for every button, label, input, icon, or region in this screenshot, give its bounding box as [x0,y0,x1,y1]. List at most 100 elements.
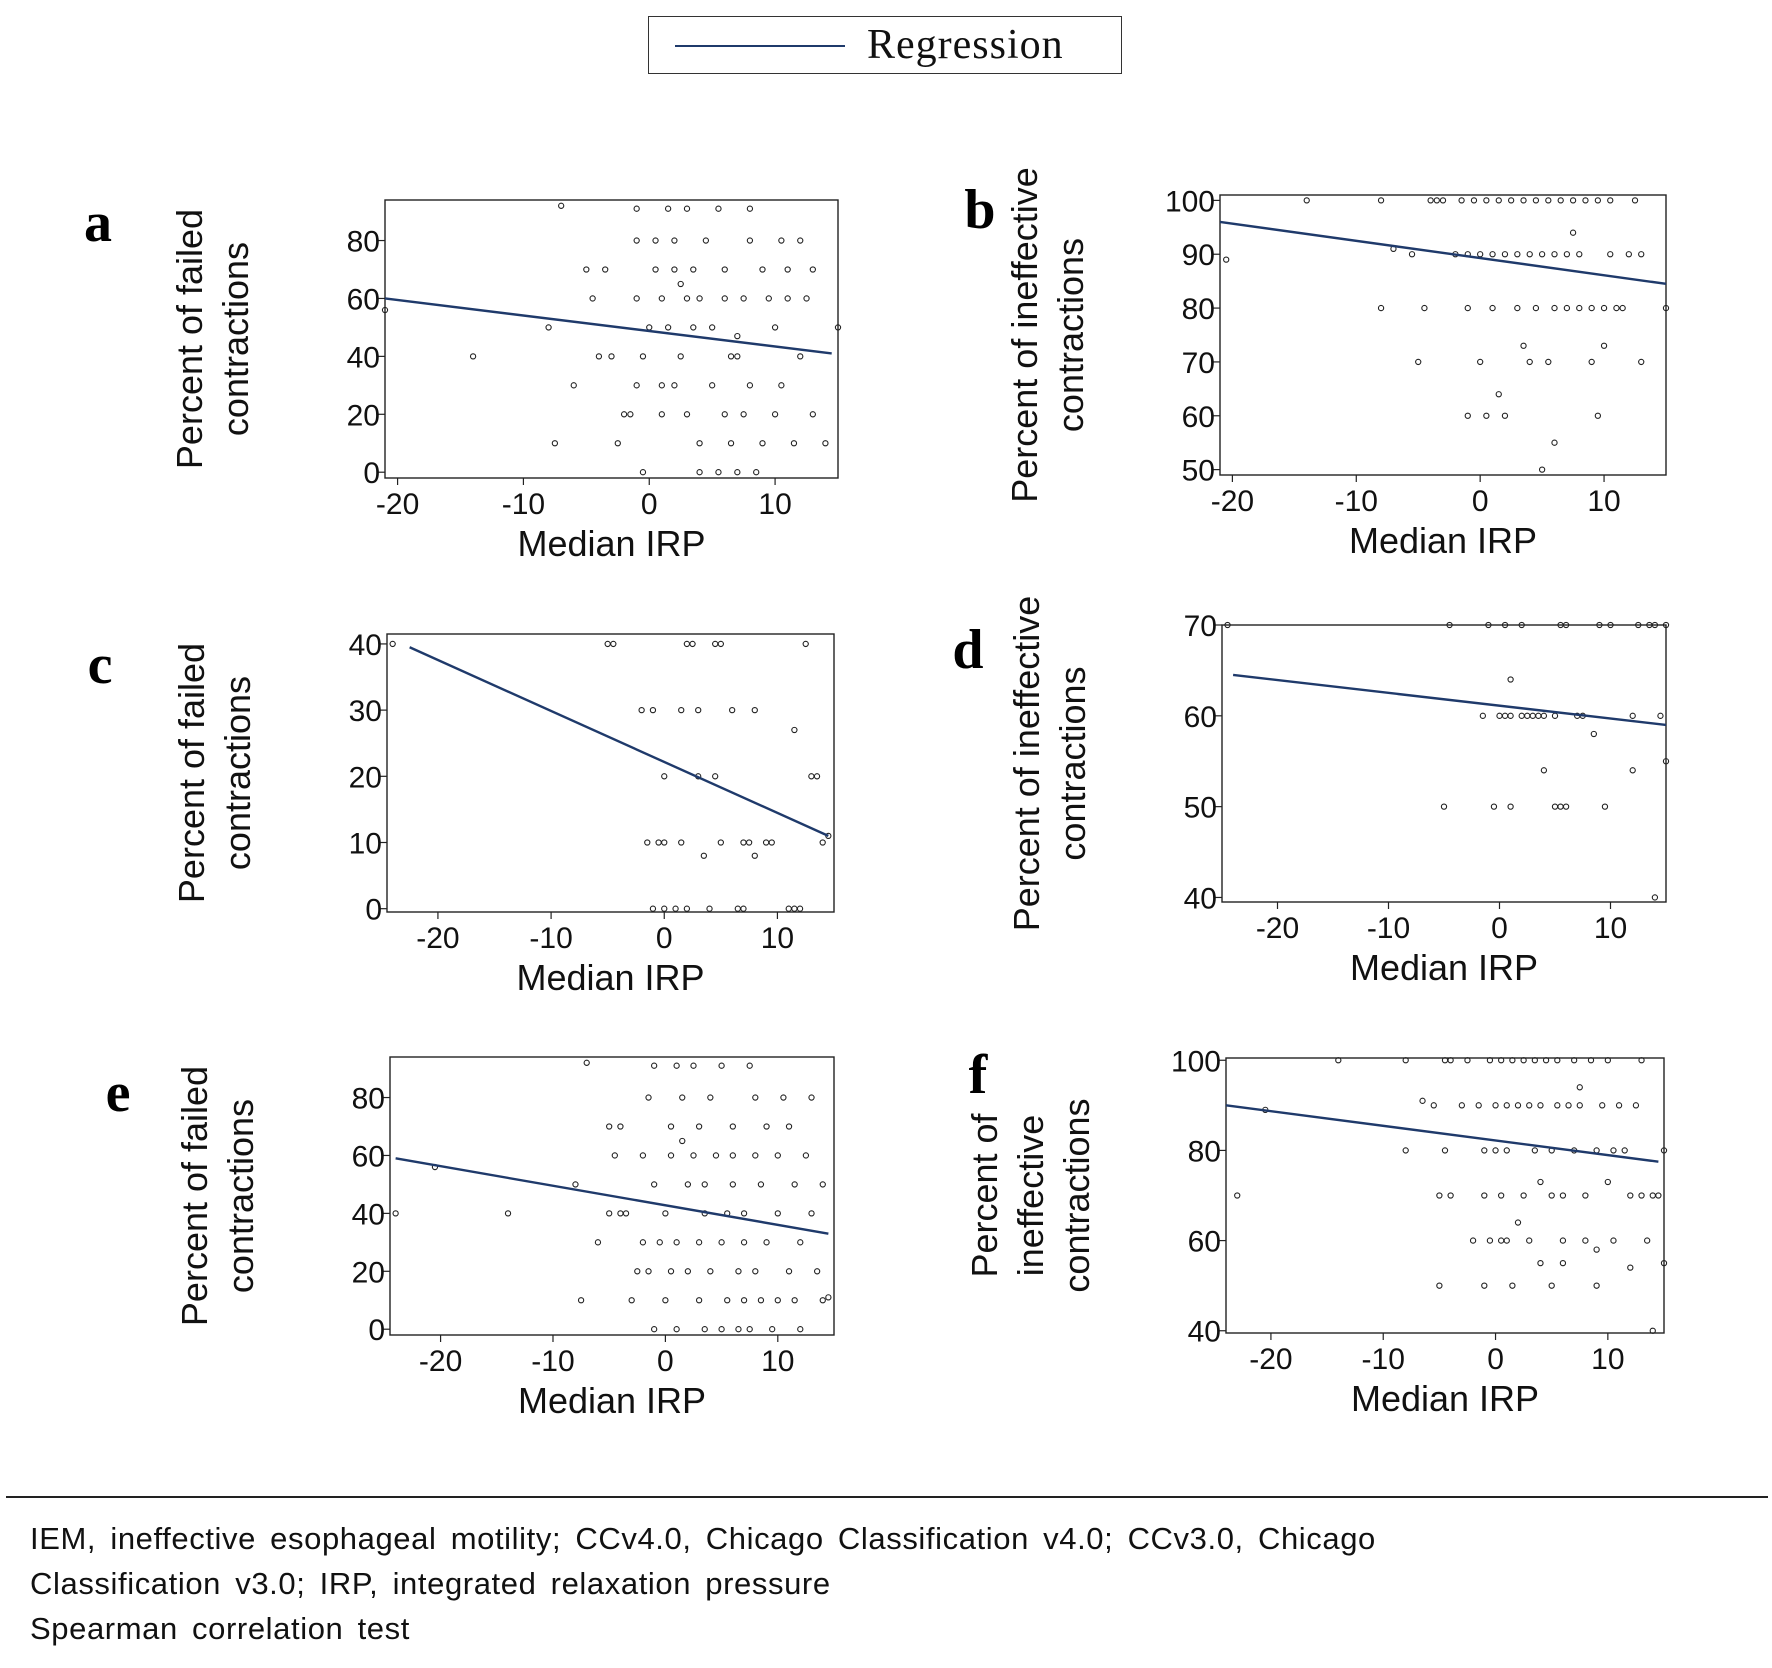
data-point [1604,1178,1611,1186]
x-tick-label: 0 [641,488,658,521]
data-point [583,1059,590,1066]
data-point [1538,251,1546,258]
data-point [639,1239,647,1246]
y-tick-label: 40 [349,629,382,662]
data-point [813,1268,821,1275]
data-point [1501,251,1509,258]
data-point [790,440,798,447]
data-point [1632,1102,1640,1109]
data-point [658,411,665,418]
data-point [740,1297,748,1304]
data-point [808,1094,815,1101]
data-point [662,1297,669,1304]
data-point [633,382,640,389]
data-point [1576,251,1583,258]
data-point [683,905,691,912]
data-point [768,839,775,846]
footnote-line: Classification v3.0; IRP, integrated rel… [30,1566,831,1601]
data-point [1559,1237,1567,1244]
data-point [1631,197,1639,204]
data-point [1662,304,1670,312]
y-tick-label: 80 [347,226,380,259]
data-point [644,839,651,846]
data-point [1377,304,1385,312]
data-point [746,1326,753,1333]
data-point [649,905,657,912]
data-point [1507,197,1515,204]
data-point [1495,197,1502,204]
data-point [684,1268,692,1275]
data-point [780,1094,787,1101]
data-point [802,640,809,648]
data-point [1477,251,1484,258]
data-point [1548,1282,1555,1289]
data-point [1498,1192,1505,1199]
data-point [1569,229,1577,236]
data-point [651,1062,658,1069]
data-point [1559,1192,1567,1199]
data-point [1607,197,1614,204]
data-point [774,1297,781,1304]
data-point [1495,391,1502,398]
data-point [1518,621,1525,629]
x-tick-label: -20 [419,1345,462,1378]
data-point [707,1268,714,1275]
data-point [774,1152,781,1159]
data-point [1629,767,1636,774]
data-point [1234,1192,1241,1199]
y-tick-label: 40 [1188,1316,1221,1349]
data-point [1594,197,1602,204]
data-point [802,1152,810,1159]
data-point [589,295,596,302]
data-point [757,1181,765,1188]
data-point [1619,304,1626,312]
data-point [746,382,754,389]
data-point [1644,1237,1651,1244]
data-point [797,1326,804,1333]
data-point [746,237,754,244]
data-point [1545,197,1552,204]
data-point [661,839,668,846]
legend-regression-swatch [675,45,845,47]
data-point [1507,712,1514,719]
data-point [381,306,389,314]
plot-frame [384,199,839,479]
data-point [724,1297,731,1304]
data-point [671,237,678,244]
data-point [1562,803,1570,810]
data-point [819,1181,826,1188]
x-axis-label: Median IRP [1349,520,1537,561]
y-tick-label: 40 [1184,882,1217,915]
x-tick-label: -20 [376,488,419,521]
data-point [1582,1237,1589,1244]
data-point [583,266,590,273]
data-point [718,1326,725,1333]
data-point [785,1123,793,1130]
data-point [734,332,741,340]
data-point [1477,358,1484,366]
data-point [729,706,736,714]
data-point [1439,197,1447,204]
data-point [1610,1237,1617,1244]
data-point [1464,304,1471,312]
x-tick-label: -20 [1211,485,1254,518]
y-axis-label: Percent of [964,1112,1005,1277]
y-axis-label: Percent of failed [171,643,212,903]
data-point [1625,251,1632,258]
footnote-line: Spearman correlation test [30,1611,410,1646]
data-point [1662,758,1670,765]
data-point [671,382,678,389]
data-point [1520,197,1527,204]
y-axis-label: Percent of failed [174,1066,215,1326]
data-point [1576,304,1583,312]
y-axis-label: ineffective [1010,1115,1051,1276]
x-tick-label: 0 [1491,912,1508,945]
footnote-divider [6,1496,1768,1498]
data-point [1569,197,1577,204]
data-point [695,1239,703,1246]
data-point [796,905,804,912]
data-point [1483,412,1490,419]
y-tick-label: 40 [352,1198,385,1231]
